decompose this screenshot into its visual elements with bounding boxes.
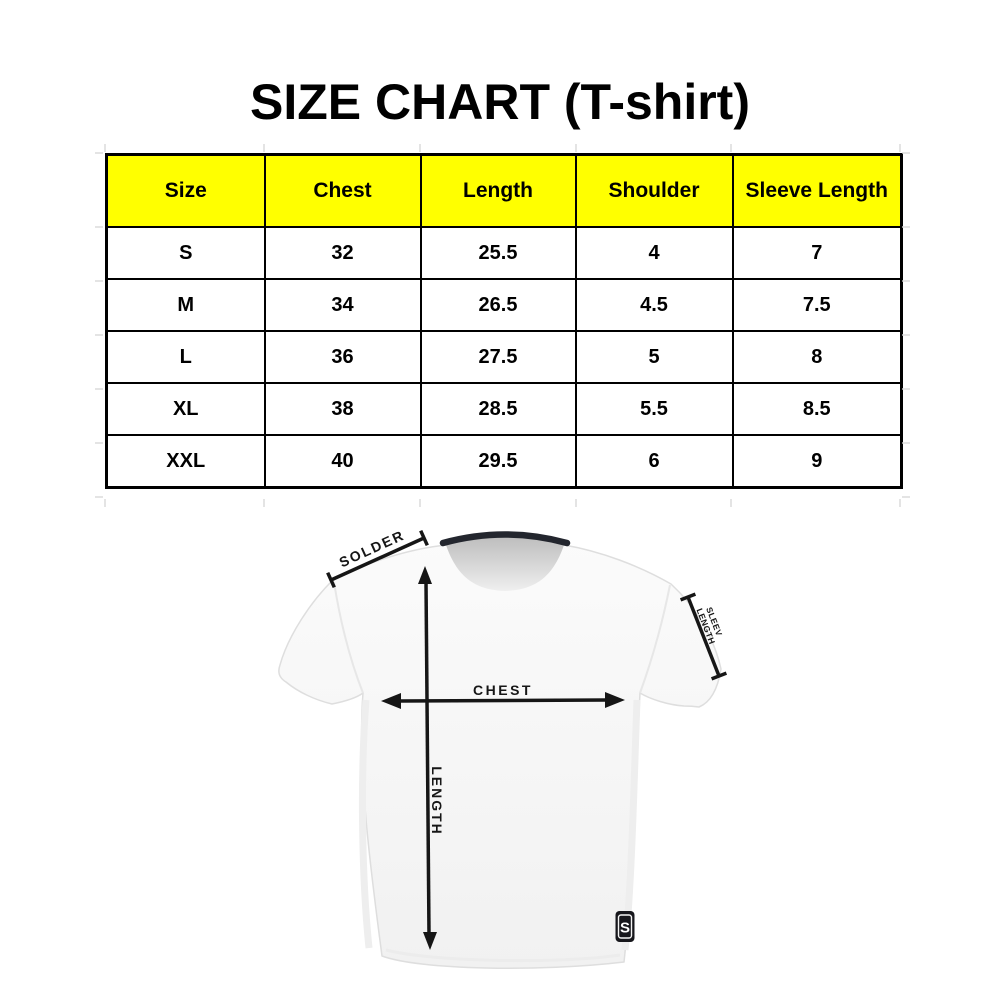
cell-length: 25.5 (419, 226, 577, 280)
tshirt-graphic: S (278, 531, 722, 969)
chest-arrow (381, 692, 625, 709)
neck-opening (446, 536, 564, 591)
cell-size: XL (105, 382, 266, 436)
header-length: Length (419, 153, 577, 228)
measurement-annotations (326, 529, 728, 950)
cell-chest: 32 (263, 226, 422, 280)
sleeve-seam-left (333, 581, 364, 694)
cell-length: 28.5 (419, 382, 577, 436)
cell-shoulder: 5.5 (574, 382, 734, 436)
cell-length: 29.5 (419, 434, 577, 489)
sleeve-dimension-line (679, 592, 728, 681)
cell-length: 27.5 (419, 330, 577, 384)
cell-chest: 34 (263, 278, 422, 332)
page-title: SIZE CHART (T-shirt) (250, 74, 750, 130)
size-table: Size Chest Length Shoulder Sleeve Length… (105, 153, 903, 489)
cell-shoulder: 4.5 (574, 278, 734, 332)
length-label: LENGTH (429, 766, 445, 836)
length-arrow (418, 566, 437, 950)
sleeve-seam-right (639, 584, 671, 694)
cell-length: 26.5 (419, 278, 577, 332)
cell-sleeve-length: 8.5 (731, 382, 903, 436)
table-row: XL 38 28.5 5.5 8.5 (105, 382, 903, 436)
table-row: M 34 26.5 4.5 7.5 (105, 278, 903, 332)
hem-shading (385, 948, 621, 963)
table-row: S 32 25.5 4 7 (105, 226, 903, 280)
cell-size: M (105, 278, 266, 332)
spreadsheet-gridline-ticks (95, 144, 910, 507)
header-chest: Chest (263, 153, 422, 228)
header-shoulder: Shoulder (574, 153, 734, 228)
cell-sleeve-length: 7.5 (731, 278, 903, 332)
cell-chest: 36 (263, 330, 422, 384)
collar-band (439, 531, 571, 547)
table-row: L 36 27.5 5 8 (105, 330, 903, 384)
header-sleeve-length: Sleeve Length (731, 153, 903, 228)
tshirt-body (278, 535, 722, 969)
header-row: Size Chest Length Shoulder Sleeve Length (105, 153, 903, 228)
cell-shoulder: 4 (574, 226, 734, 280)
cell-sleeve-length: 9 (731, 434, 903, 489)
cell-size: XXL (105, 434, 266, 489)
cell-size: S (105, 226, 266, 280)
cell-sleeve-length: 7 (731, 226, 903, 280)
cell-shoulder: 6 (574, 434, 734, 489)
brand-tag: S (615, 911, 635, 942)
chest-label: CHEST (473, 682, 533, 698)
cell-size: L (105, 330, 266, 384)
brand-tag-letter: S (620, 920, 630, 937)
cell-sleeve-length: 8 (731, 330, 903, 384)
cell-chest: 40 (263, 434, 422, 489)
table-row: XXL 40 29.5 6 9 (105, 434, 903, 489)
shoulder-dimension-line (326, 529, 429, 589)
cell-chest: 38 (263, 382, 422, 436)
cell-shoulder: 5 (574, 330, 734, 384)
header-size: Size (105, 153, 266, 228)
body-shading-left (358, 699, 373, 949)
